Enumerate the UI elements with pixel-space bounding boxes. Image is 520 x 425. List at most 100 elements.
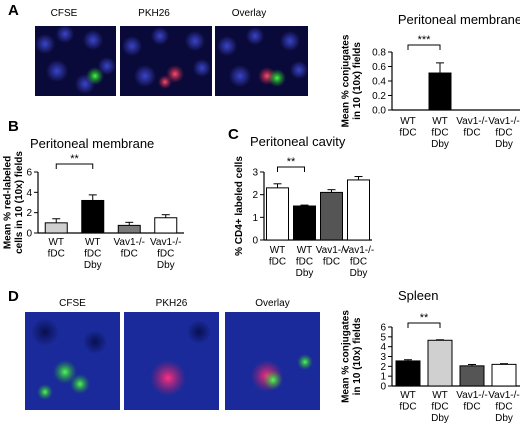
chart-c-ylabel-line: % CD4+ labeled cells [234,156,245,256]
chart-a-ylabel-line: Mean % conjugates [341,34,352,127]
chart-c-category-line: Dby [296,268,314,279]
chart-b-category-line: fDC [121,249,138,260]
micrograph-pkh26-d-drawing [150,320,211,396]
chart-a-category-line: Vav1-/- [456,116,488,127]
chart-d-ytick-label: 0 [380,382,386,393]
chart-b-category-line: Vav1-/- [114,237,146,248]
chart-b-ylabel-line: cells in 10 (10x) fields [14,151,25,254]
chart-d-sig-bracket [407,322,441,328]
chart-a-ytick-label: 0.8 [372,48,386,59]
chart-b-ytick-label: 2 [26,208,32,219]
micrograph-overlay-a [215,26,308,96]
micrograph-cfse-a-drawing [35,26,116,94]
chart-d-bar [395,360,421,387]
image-label-overlay-a: Overlay [231,8,267,19]
chart-c-category-label: WT fDC Dby [296,245,314,279]
chart-a-bar [428,72,452,111]
chart-b: Peritoneal membrane Mean % red-labeledcel… [3,136,184,271]
chart-b-category-label: Vav1-/-fDC Dby [150,237,182,271]
chart-c-bar [293,205,316,241]
micrograph-overlay-d-drawing [251,354,313,392]
chart-c-category-label: Vav1-/-fDC Dby [343,245,375,279]
image-label-cfse-d: CFSE [59,298,86,309]
chart-b-ylabel: Mean % red-labeledcells in 10 (10x) fiel… [3,151,26,254]
chart-d-category-line: WT [400,390,416,401]
chart-c-ytick-label: 3 [252,168,258,179]
chart-d-ytick-label: 4 [380,342,386,353]
panel-label-c: C [228,126,239,143]
panel-label-b: B [8,118,19,135]
chart-a-ytick-label: 0.4 [372,77,386,88]
chart-b-category-line: fDC [48,249,65,260]
chart-d-category-label: WT fDC [399,390,416,413]
chart-b-ytick-label: 0 [26,229,32,240]
chart-d-title: Spleen [398,288,438,303]
panel-label-a: A [8,2,19,19]
micrograph-overlay-a-drawing [217,27,308,87]
chart-a-category-line: WT [432,116,448,127]
chart-d-ytick-label: 5 [380,332,386,343]
micrograph-overlay-d [225,312,320,410]
chart-c-ylabel: % CD4+ labeled cells [234,156,245,256]
chart-c-ytick-label: 2 [252,190,258,201]
chart-d-category-line: WT [432,390,448,401]
panel-label-d: D [8,288,19,305]
chart-b-ytick-label: 4 [26,188,32,199]
chart-b-category-line: Dby [157,260,175,271]
chart-a-category-label: Vav1-/-fDC [456,116,488,139]
chart-d-ytick-label: 1 [380,372,386,383]
chart-c-sig-bracket [277,166,305,172]
chart-c-category-line: fDC [323,257,340,268]
chart-b-title: Peritoneal membrane [30,136,154,151]
chart-c-ytick-label: 1 [252,213,258,224]
chart-a-category-label: WT fDC Dby [431,116,449,150]
chart-b-ytick-label: 6 [26,168,32,179]
chart-a-category-line: fDC [495,128,512,139]
chart-b-bar [81,199,105,234]
chart-c-title: Peritoneal cavity [250,134,346,149]
chart-b-bar [154,217,178,234]
chart-c-bar [266,187,289,241]
chart-a-category-line: Dby [495,139,513,150]
chart-d-category-line: Vav1-/- [488,390,520,401]
chart-b-sig-bracket [55,163,94,169]
chart-d-category-line: Dby [431,413,449,424]
chart-b-bar [117,224,141,234]
chart-c-category-line: fDC [350,257,367,268]
chart-d-category-line: Vav1-/- [456,390,488,401]
chart-a-title: Peritoneal membrane [398,12,520,27]
chart-c-category-line: WT [297,245,313,256]
chart-a-ylabel-line: in 10 (10x) fields [352,42,363,120]
chart-d-category-line: fDC [399,402,416,413]
micrograph-cfse-d [25,312,120,410]
chart-c-category-label: WT fDC [269,245,286,268]
chart-b-category-label: WT fDC [48,237,65,260]
chart-c-category-label: Vav1-/-fDC [316,245,348,268]
chart-c-bar [320,191,343,241]
chart-b-bar [44,222,68,234]
chart-c: Peritoneal cavity % CD4+ labeled cells 0 1 2… [234,134,375,279]
chart-a-category-line: Dby [431,139,449,150]
chart-c-category-line: Dby [350,268,368,279]
chart-b-category-line: Vav1-/- [150,237,182,248]
chart-b-category-line: WT [85,237,101,248]
chart-d-category-line: Dby [495,413,513,424]
chart-d-ytick-label: 3 [380,352,386,363]
chart-b-category-label: Vav1-/-fDC [114,237,146,260]
chart-d-bar [427,339,453,387]
micrograph-pkh26-d [124,312,219,410]
chart-a: Peritoneal membrane Mean % conjugatesin 1… [341,12,520,150]
micrograph-pkh26-a [120,26,212,96]
chart-d-category-label: Vav1-/-fDC Dby [488,390,520,424]
image-label-pkh26-a: PKH26 [138,8,170,19]
chart-a-category-label: Vav1-/-fDC Dby [488,116,520,150]
chart-c-category-line: fDC [296,257,313,268]
chart-a-ytick-label: 0.2 [372,91,386,102]
chart-a-ylabel: Mean % conjugatesin 10 (10x) fields [341,34,364,127]
chart-d-category-label: Vav1-/-fDC [456,390,488,413]
chart-c-category-line: WT [270,245,286,256]
chart-c-bar [347,179,370,241]
chart-d-ylabel-line: Mean % conjugates [341,310,352,403]
chart-a-category-line: fDC [463,128,480,139]
chart-c-category-line: Vav1-/- [343,245,375,256]
